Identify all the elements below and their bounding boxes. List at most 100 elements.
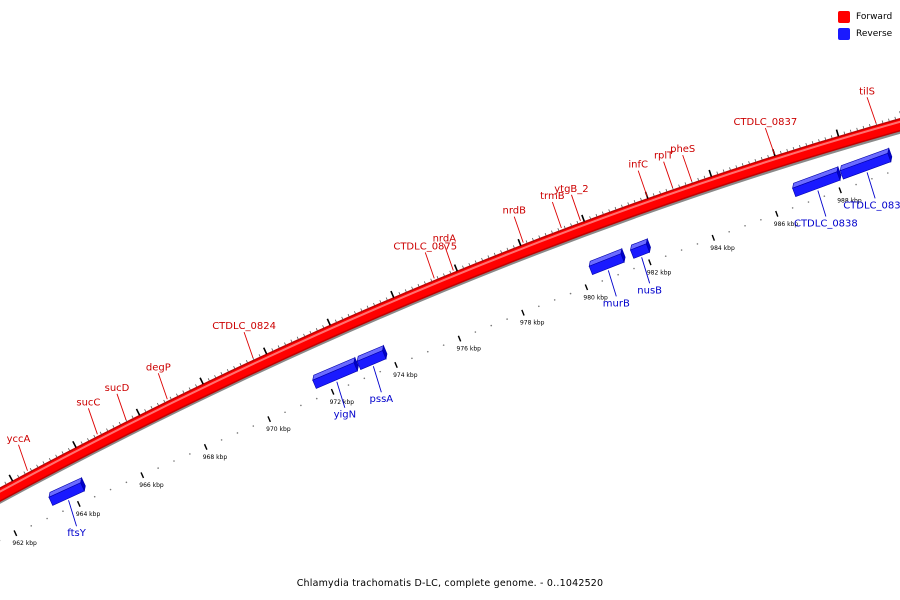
backbone-minor-tick: [754, 159, 757, 163]
gene-leader-line: [641, 257, 651, 284]
reverse-block-end: [836, 165, 842, 182]
forward-gene-label: sucC: [76, 397, 100, 408]
gene-leader-line: [513, 216, 524, 243]
backbone-minor-tick: [93, 434, 96, 438]
backbone-minor-tick: [55, 454, 58, 458]
backbone-minor-tick: [315, 328, 318, 332]
backbone-minor-tick: [843, 131, 846, 135]
forward-swatch: [838, 10, 850, 23]
backbone-minor-tick: [430, 278, 433, 282]
backbone-minor-tick: [436, 275, 439, 280]
gene-leader-line: [607, 270, 617, 297]
backbone-minor-tick: [563, 225, 566, 229]
kbp-scale-label: 974 kbp: [393, 372, 418, 379]
reverse-block-end: [646, 237, 651, 254]
legend-reverse-label: Reverse: [856, 28, 893, 39]
gene-leader-line: [116, 393, 127, 420]
reverse-gene-label: pssA: [370, 394, 394, 405]
genome-caption: Chlamydia trachomatis D-LC, complete gen…: [296, 578, 604, 589]
backbone-minor-tick: [48, 457, 52, 461]
backbone-major-tick: [835, 129, 840, 137]
backbone-minor-tick: [245, 360, 248, 364]
backbone-minor-tick: [404, 289, 407, 293]
backbone-minor-tick: [169, 396, 172, 400]
backbone-minor-tick: [703, 175, 706, 179]
gene-leader-line: [68, 500, 77, 527]
forward-strand-bar: [0, 119, 900, 501]
backbone-minor-tick: [309, 330, 312, 334]
backbone-minor-tick: [716, 171, 719, 175]
ruler-dot: [189, 453, 191, 455]
backbone-minor-tick: [398, 291, 401, 296]
backbone-minor-tick: [29, 468, 32, 472]
backbone-minor-tick: [87, 438, 90, 442]
reverse-block-end: [887, 147, 893, 163]
ruler-dot: [871, 177, 873, 180]
ruler-major-tick: [267, 416, 272, 423]
gene-leader-line: [571, 194, 581, 221]
backbone-minor-tick: [697, 177, 700, 182]
kbp-scale-label: 980 kbp: [583, 294, 608, 301]
ruler-dot: [855, 183, 857, 186]
backbone-minor-tick: [621, 204, 623, 208]
backbone-minor-tick: [106, 428, 109, 432]
gene-leader-line: [443, 244, 454, 271]
backbone-minor-tick: [601, 211, 604, 215]
ruler-dot: [46, 517, 48, 520]
ruler-dot: [728, 230, 730, 233]
backbone-major-tick: [453, 264, 458, 272]
backbone-minor-tick: [589, 216, 592, 220]
ruler-dot: [315, 397, 318, 400]
backbone-minor-tick: [163, 399, 166, 403]
ruler-dot: [30, 525, 33, 527]
reverse-gene-label: yigN: [334, 410, 357, 421]
backbone-minor-tick: [284, 342, 287, 346]
gene-leader-line: [637, 170, 648, 197]
backbone-minor-tick: [532, 237, 534, 241]
forward-gene-label: CTDLC_0837: [733, 117, 797, 128]
backbone-shadow: [0, 129, 900, 504]
backbone-minor-tick: [182, 390, 185, 394]
ruler-major-tick: [648, 259, 652, 266]
ruler-dot: [62, 510, 64, 513]
backbone-minor-tick: [150, 406, 153, 410]
backbone-minor-tick: [665, 188, 668, 192]
backbone-minor-tick: [786, 148, 789, 153]
backbone-minor-tick: [417, 283, 420, 287]
ruler-major-tick: [76, 500, 81, 507]
kbp-scale-label: 972 kbp: [330, 399, 355, 406]
ruler-dot: [664, 255, 667, 257]
backbone-minor-tick: [830, 135, 833, 139]
backbone-minor-tick: [4, 481, 7, 485]
backbone-major-tick: [199, 377, 204, 385]
kbp-scale-label: 984 kbp: [710, 245, 735, 252]
backbone-minor-tick: [303, 333, 306, 337]
backbone-minor-tick: [729, 167, 731, 171]
backbone-minor-tick: [659, 191, 661, 195]
legend-reverse: Reverse: [838, 26, 892, 41]
backbone-minor-tick: [449, 270, 452, 274]
ruler-dot: [379, 370, 382, 373]
backbone-minor-tick: [474, 260, 477, 264]
backbone-minor-tick: [551, 230, 553, 234]
backbone-minor-tick: [468, 262, 471, 267]
backbone-minor-tick: [760, 156, 763, 161]
forward-gene-label: degP: [146, 362, 171, 373]
forward-gene-label: nrdA: [433, 233, 457, 244]
ruler-dot: [886, 172, 889, 174]
backbone-minor-tick: [296, 336, 299, 340]
backbone-minor-tick: [334, 319, 337, 323]
ruler-dot: [744, 224, 746, 227]
backbone-major-tick: [262, 347, 268, 355]
backbone-minor-tick: [799, 144, 801, 149]
ruler-major-tick: [838, 187, 842, 194]
ruler-dot: [109, 488, 112, 491]
ruler-dot: [474, 331, 477, 333]
backbone-major-tick: [72, 440, 77, 448]
ruler-dot: [442, 344, 445, 346]
forward-gene-label: nrdB: [502, 206, 526, 217]
backbone-minor-tick: [818, 139, 820, 143]
backbone-minor-tick: [226, 369, 229, 373]
ruler-dot: [252, 425, 255, 427]
backbone-minor-tick: [239, 363, 242, 367]
